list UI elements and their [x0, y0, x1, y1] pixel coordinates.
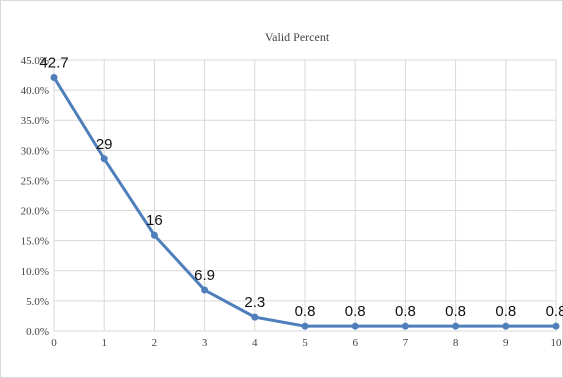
data-label: 6.9 [194, 267, 215, 284]
y-tick-label: 5.0% [26, 296, 49, 308]
data-point [452, 322, 460, 330]
data-label: 0.8 [546, 303, 563, 320]
data-point [552, 322, 560, 330]
y-tick-label: 20.0% [21, 206, 49, 218]
data-label: 0.8 [295, 303, 316, 320]
data-point [150, 231, 158, 239]
x-tick-label: 9 [503, 337, 509, 349]
y-tick-label: 15.0% [21, 236, 49, 248]
data-label: 0.8 [345, 303, 366, 320]
data-label: 42.7 [39, 54, 68, 71]
data-point [401, 322, 409, 330]
data-point [301, 322, 309, 330]
data-labels: 42.7 29 16 6.9 2.3 0.8 0.8 0.8 0.8 0.8 0.8 [39, 54, 563, 320]
data-label: 2.3 [244, 294, 265, 311]
y-tick-label: 35.0% [21, 115, 49, 127]
x-tick-label: 0 [51, 337, 57, 349]
x-tick-label: 7 [403, 337, 409, 349]
y-tick-label: 10.0% [21, 266, 49, 278]
data-label: 0.8 [395, 303, 416, 320]
data-label: 29 [96, 136, 113, 153]
data-label: 0.8 [445, 303, 466, 320]
data-label: 16 [146, 212, 163, 229]
x-tick-label: 3 [202, 337, 208, 349]
data-point [251, 313, 259, 321]
x-tick-label: 5 [302, 337, 308, 349]
y-axis-ticks: 0.0% 5.0% 10.0% 15.0% 20.0% 25.0% 30.0% 35.0% 40… [21, 55, 49, 338]
data-point [201, 286, 209, 294]
y-tick-label: 25.0% [21, 175, 49, 187]
y-tick-label: 45.0% [21, 55, 49, 67]
x-tick-label: 1 [101, 337, 107, 349]
x-axis-ticks: 0 1 2 3 4 5 6 7 8 9 10 [51, 337, 562, 349]
data-point [100, 155, 108, 163]
x-tick-label: 2 [152, 337, 158, 349]
chart-title: Valid Percent [265, 30, 330, 44]
y-tick-label: 0.0% [26, 326, 49, 338]
y-tick-label: 30.0% [21, 145, 49, 157]
x-tick-label: 4 [252, 337, 258, 349]
data-label: 0.8 [495, 303, 516, 320]
data-point [502, 322, 510, 330]
gridlines [53, 59, 557, 332]
x-tick-label: 6 [352, 337, 358, 349]
series [50, 73, 560, 330]
x-tick-label: 8 [453, 337, 459, 349]
x-tick-label: 10 [551, 337, 563, 349]
y-tick-label: 40.0% [21, 85, 49, 97]
data-point [351, 322, 359, 330]
data-point [50, 73, 58, 81]
